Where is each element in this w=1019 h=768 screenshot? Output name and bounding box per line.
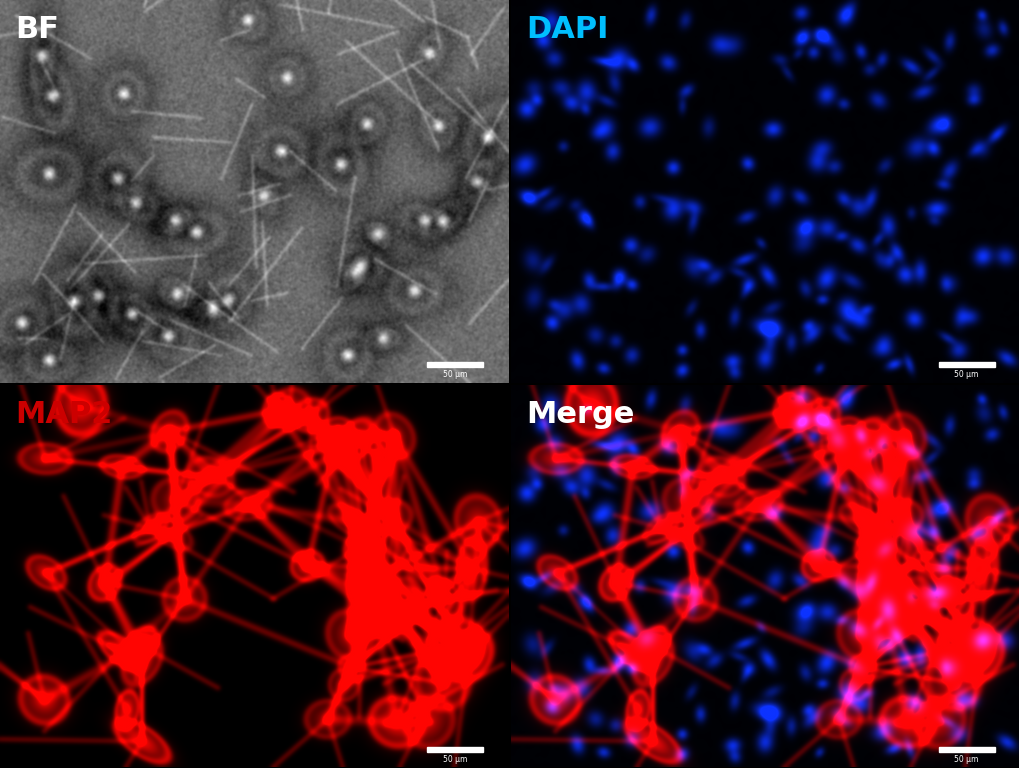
Bar — [427, 747, 483, 752]
Text: 50 μm: 50 μm — [442, 756, 467, 764]
Text: 50 μm: 50 μm — [442, 370, 467, 379]
Text: BF: BF — [15, 15, 59, 45]
Bar — [427, 362, 483, 366]
Text: DAPI: DAPI — [526, 15, 608, 45]
Text: 50 μm: 50 μm — [954, 370, 978, 379]
Text: MAP2: MAP2 — [15, 400, 112, 429]
Text: 50 μm: 50 μm — [954, 756, 978, 764]
Bar — [937, 362, 994, 366]
Text: Merge: Merge — [526, 400, 634, 429]
Bar — [937, 747, 994, 752]
